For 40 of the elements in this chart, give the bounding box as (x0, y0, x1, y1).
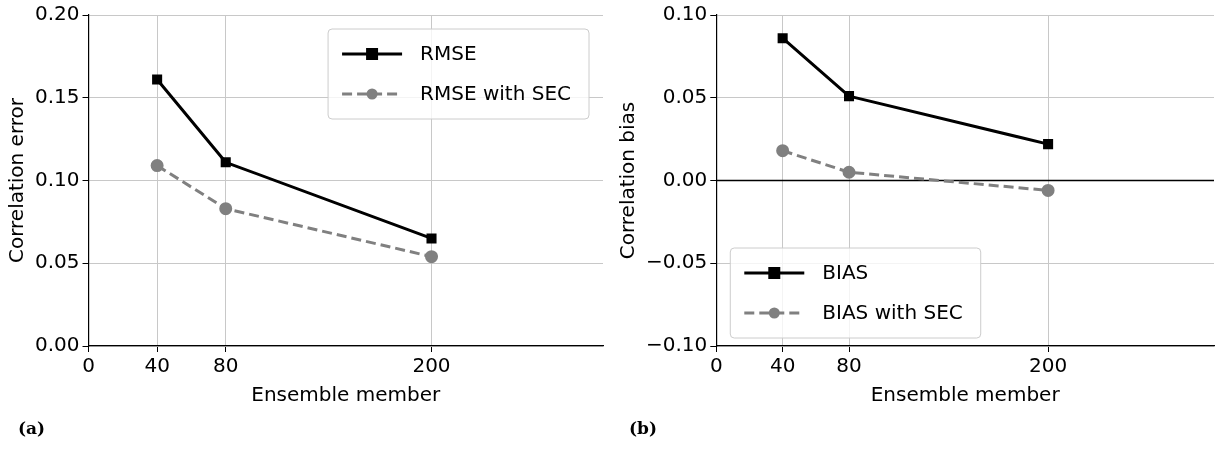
point (776, 144, 790, 158)
point (425, 250, 439, 264)
x-tick-label: 80 (213, 353, 239, 378)
point (1043, 139, 1054, 150)
y-tick-label: 0.20 (35, 1, 80, 26)
y-tick-label: 0.05 (662, 83, 708, 108)
y-tick-label: 0.10 (35, 166, 80, 191)
point (426, 233, 437, 244)
x-tick-label: 40 (144, 353, 170, 378)
legend-label: RMSE (420, 41, 477, 66)
text: (b) (629, 418, 657, 438)
point (150, 159, 164, 173)
x-tick-label: 0 (82, 353, 95, 378)
point (220, 157, 231, 168)
y-axis-title: Correlation bias (615, 101, 640, 260)
point (219, 202, 233, 216)
point (842, 165, 856, 179)
x-axis-title: Ensemble member (251, 382, 441, 407)
y-tick-label: −0.10 (645, 332, 708, 357)
point (777, 33, 788, 44)
x-tick-label: 200 (412, 353, 451, 378)
x-tick-label: 0 (709, 353, 723, 378)
legend-label: BIAS (822, 260, 869, 285)
y-tick-label: 0.05 (35, 249, 80, 274)
point (152, 74, 163, 85)
y-tick-label: −0.05 (645, 249, 708, 274)
y-tick-label: 0.00 (35, 332, 80, 357)
y-tick-label: 0.15 (35, 83, 80, 108)
legend-label: BIAS with SEC (822, 300, 963, 325)
y-tick-label: 0.00 (662, 166, 708, 191)
x-tick-label: 200 (1029, 353, 1068, 378)
legend-label: RMSE with SEC (420, 81, 572, 106)
x-axis-title: Ensemble member (870, 382, 1061, 407)
y-tick-label: 0.10 (662, 1, 708, 26)
point (1041, 183, 1055, 197)
x-tick-label: 40 (769, 353, 796, 378)
point (843, 91, 855, 102)
x-tick-label: 80 (836, 353, 862, 378)
y-axis-title: Correlation error (4, 97, 29, 264)
text: (a) (18, 418, 46, 438)
